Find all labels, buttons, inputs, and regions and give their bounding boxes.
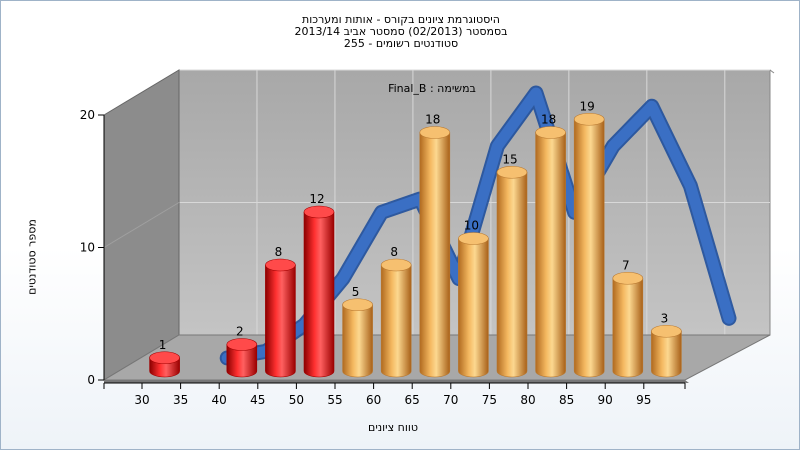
bar-6: 18 xyxy=(419,113,451,378)
bar-value-label: 2 xyxy=(236,325,244,339)
chart-title-line-3: סטודנטים רשומים - 255 xyxy=(343,37,459,50)
bar-cap xyxy=(496,165,528,179)
bar-value-label: 18 xyxy=(425,113,440,127)
bar-cap xyxy=(573,112,605,126)
bar-value-label: 1 xyxy=(159,338,167,352)
bar-value-label: 8 xyxy=(390,245,398,259)
bar-5: 8 xyxy=(380,245,412,378)
bar-body xyxy=(419,132,451,378)
x-tick-label: 80 xyxy=(520,393,535,407)
bar-4: 5 xyxy=(342,285,373,378)
bar-body xyxy=(535,132,566,378)
bar-value-label: 18 xyxy=(541,113,556,127)
x-tick-label: 30 xyxy=(134,393,149,407)
bar-body xyxy=(303,211,335,378)
x-tick-label: 95 xyxy=(636,393,651,407)
bar-9: 18 xyxy=(535,113,566,378)
x-tick-label: 50 xyxy=(289,393,304,407)
bar-2: 8 xyxy=(265,245,296,378)
chart-title-line-2: בסמסטר (02/2013) סמסטר אביב 2013/14 xyxy=(294,25,508,38)
bar-body xyxy=(342,304,373,378)
x-tick-label: 70 xyxy=(443,393,458,407)
bar-cap xyxy=(226,338,258,351)
wall-edge xyxy=(769,69,775,74)
x-tick-label: 65 xyxy=(405,393,420,407)
chart-title-line-1: היסטוגרמת ציונים בקורס - אותות ומערכות xyxy=(302,13,500,26)
bar-value-label: 3 xyxy=(661,311,669,325)
bar-body xyxy=(380,264,412,378)
bar-cap xyxy=(265,258,296,272)
bar-3: 12 xyxy=(303,192,335,378)
bar-body xyxy=(651,330,682,378)
x-tick-label: 60 xyxy=(366,393,381,407)
bar-11: 7 xyxy=(612,258,644,378)
x-tick-label: 45 xyxy=(250,393,265,407)
x-axis-label: טווח ציונים xyxy=(368,421,418,434)
bar-cap xyxy=(149,351,180,365)
bar-cap xyxy=(651,324,682,338)
bar-cap xyxy=(380,258,412,272)
y-tick-label: 0 xyxy=(87,373,95,387)
bar-body xyxy=(496,171,528,378)
bar-value-label: 12 xyxy=(309,192,324,206)
bar-value-label: 19 xyxy=(580,99,595,113)
bar-body xyxy=(458,238,489,378)
bar-value-label: 10 xyxy=(464,219,479,233)
bar-body xyxy=(265,264,296,378)
bar-value-label: 7 xyxy=(622,258,630,272)
bar-cap xyxy=(612,271,644,285)
x-tick-label: 85 xyxy=(559,393,574,407)
bar-7: 10 xyxy=(458,219,489,378)
bar-0: 1 xyxy=(149,338,180,378)
bar-10: 19 xyxy=(573,99,605,378)
bar-cap xyxy=(419,126,451,139)
bar-1: 2 xyxy=(226,325,258,378)
bar-12: 3 xyxy=(651,311,682,378)
bar-value-label: 15 xyxy=(502,152,517,166)
bar-value-label: 5 xyxy=(352,285,360,299)
chart-annotation: Final_B : במשימה xyxy=(388,82,476,95)
x-tick-label: 40 xyxy=(212,393,227,407)
x-tick-label: 90 xyxy=(598,393,613,407)
bar-cap xyxy=(303,205,335,219)
y-tick-label: 20 xyxy=(80,108,95,122)
side-grid-line xyxy=(103,202,180,248)
x-tick-label: 55 xyxy=(327,393,342,407)
bar-value-label: 8 xyxy=(275,245,283,259)
bar-body xyxy=(573,118,605,378)
bar-cap xyxy=(458,232,489,245)
bar-8: 15 xyxy=(496,152,528,378)
bar-cap xyxy=(342,298,373,312)
bar-body xyxy=(226,344,258,378)
x-tick-label: 35 xyxy=(173,393,188,407)
floor-edge xyxy=(104,380,689,383)
bar-cap xyxy=(535,126,566,139)
bar-body xyxy=(612,277,644,378)
y-tick-label: 10 xyxy=(80,241,95,255)
x-tick-label: 75 xyxy=(482,393,497,407)
